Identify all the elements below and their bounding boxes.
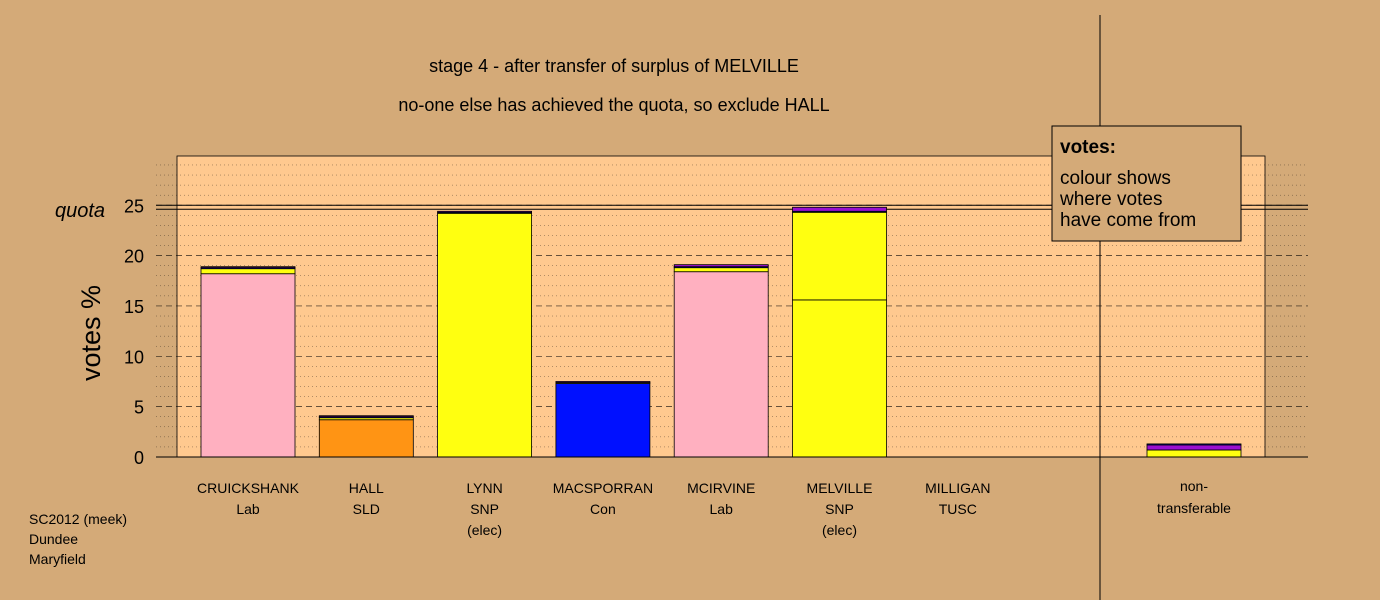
candidate-name-label: HALL bbox=[349, 480, 384, 496]
bar-hall-segment-sld bbox=[318, 419, 414, 458]
bar-cruickshank-segment-other bbox=[200, 266, 296, 269]
y-tick-label: 10 bbox=[124, 347, 144, 367]
candidate-party-label: Lab bbox=[710, 501, 734, 517]
y-tick-label: 25 bbox=[124, 196, 144, 216]
y-axis-label: votes % bbox=[76, 285, 106, 381]
legend-line-3: have come from bbox=[1060, 210, 1196, 231]
legend-line-2: where votes bbox=[1059, 189, 1162, 210]
candidate-name-label: MACSPORRAN bbox=[553, 480, 653, 496]
quota-label: quota bbox=[55, 200, 105, 222]
bar-nontransferable-segment-con bbox=[1146, 443, 1242, 446]
candidate-party-label: SLD bbox=[353, 501, 380, 517]
y-axis-ticks: 0 5 10 15 20 25 bbox=[124, 196, 144, 468]
bar-mcirvine-segment-snp bbox=[673, 267, 769, 273]
legend-line-1: colour shows bbox=[1060, 168, 1171, 189]
candidate-party-label: SNP bbox=[825, 501, 854, 517]
bar-macsporran-segment-con bbox=[555, 383, 651, 458]
legend-box: votes: colour shows where votes have com… bbox=[1051, 125, 1242, 242]
candidate-status-label: (elec) bbox=[822, 522, 857, 538]
bar-melville-segment-snp bbox=[792, 211, 887, 301]
candidate-party-label: SNP bbox=[470, 501, 499, 517]
bar-mcirvine-segment-lab bbox=[673, 271, 769, 458]
bar-melville-segment-snp bbox=[792, 299, 887, 458]
x-axis-labels: CRUICKSHANK Lab HALL SLD LYNN SNP (elec) MACSPO… bbox=[197, 478, 1231, 538]
y-tick-label: 0 bbox=[134, 448, 144, 468]
candidate-name-label: MCIRVINE bbox=[687, 480, 755, 496]
bar-lynn-segment-snp bbox=[437, 212, 533, 458]
footer-line-2: Dundee bbox=[29, 531, 78, 547]
bars bbox=[200, 206, 1242, 458]
candidate-name-label: LYNN bbox=[466, 480, 502, 496]
y-tick-label: 5 bbox=[134, 398, 144, 418]
bar-nontransferable-segment-snp bbox=[1146, 449, 1242, 458]
bar-mcirvine-segment-other bbox=[673, 264, 769, 268]
nontransferable-label: non- bbox=[1180, 478, 1208, 494]
candidate-party-label: Con bbox=[590, 501, 616, 517]
bar-cruickshank-segment-lab bbox=[200, 273, 296, 458]
legend-title: votes: bbox=[1060, 137, 1116, 158]
candidate-name-label: CRUICKSHANK bbox=[197, 480, 300, 496]
candidate-party-label: Lab bbox=[236, 501, 260, 517]
bar-lynn-segment-other bbox=[437, 210, 533, 213]
chart-title-line2: no-one else has achieved the quota, so e… bbox=[398, 95, 829, 115]
footer-line-1: SC2012 (meek) bbox=[29, 511, 127, 527]
bar-macsporran-segment-other bbox=[555, 381, 651, 383]
candidate-name-label: MILLIGAN bbox=[925, 480, 990, 496]
y-tick-label: 15 bbox=[124, 297, 144, 317]
candidate-status-label: (elec) bbox=[467, 522, 502, 538]
bar-melville-segment-other bbox=[792, 206, 887, 212]
bar-cruickshank-segment-snp bbox=[200, 268, 296, 275]
nontransferable-label: transferable bbox=[1157, 500, 1231, 516]
bar-hall-segment-other bbox=[318, 415, 414, 418]
y-tick-label: 20 bbox=[124, 247, 144, 267]
candidate-party-label: TUSC bbox=[939, 501, 977, 517]
chart-title-line1: stage 4 - after transfer of surplus of M… bbox=[429, 56, 799, 76]
bar-nontransferable-segment-other bbox=[1146, 444, 1242, 451]
candidate-name-label: MELVILLE bbox=[807, 480, 873, 496]
footer-line-3: Maryfield bbox=[29, 551, 86, 567]
